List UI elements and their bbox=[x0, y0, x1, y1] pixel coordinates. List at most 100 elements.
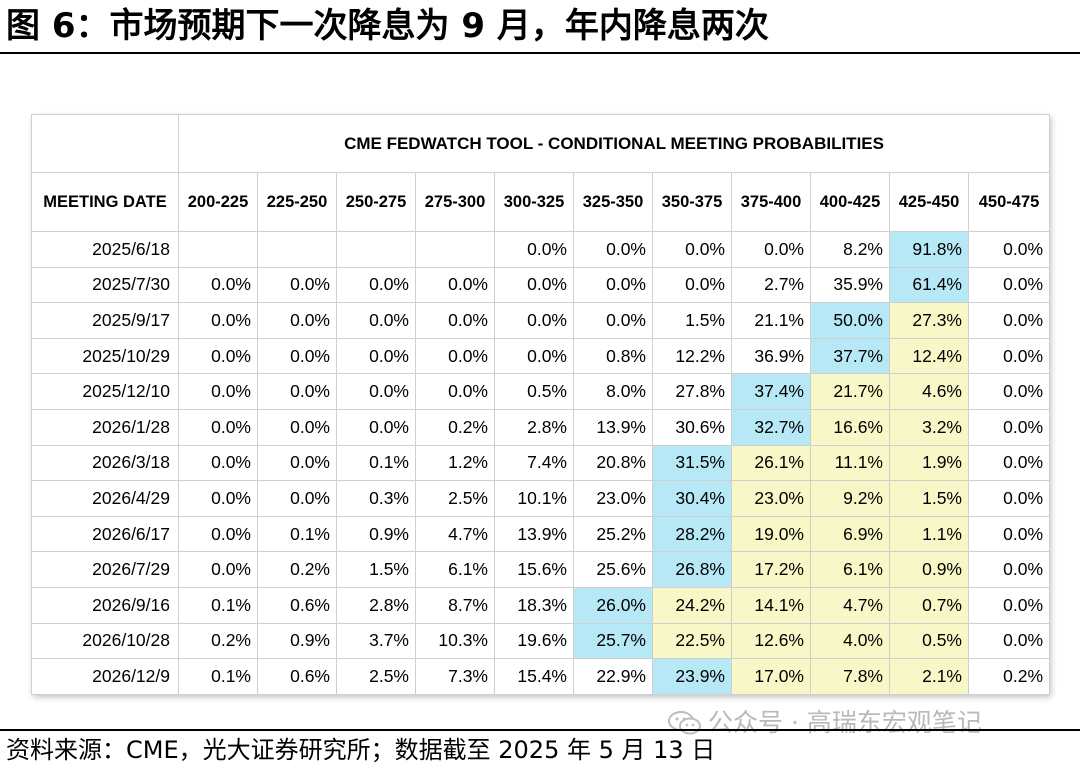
probability-cell: 0.0% bbox=[336, 337, 416, 375]
probability-cell: 12.2% bbox=[652, 337, 732, 375]
probability-cell: 37.4% bbox=[731, 373, 811, 410]
probability-cell: 4.0% bbox=[810, 622, 890, 660]
table-row: 2025/10/29 0.0% 0.0% 0.0% 0.0% 0.0% 0.8% 12.2% 3… bbox=[31, 337, 1051, 375]
probability-cell: 7.3% bbox=[415, 658, 495, 695]
probability-cell bbox=[178, 231, 258, 268]
column-header-rate-200-225: 200-225 bbox=[178, 172, 258, 232]
probability-cell: 15.6% bbox=[494, 551, 574, 588]
probability-cell: 6.1% bbox=[415, 551, 495, 588]
probability-cell: 0.7% bbox=[889, 586, 969, 624]
table-row: 2026/7/29 0.0% 0.2% 1.5% 6.1% 15.6% 25.6% 26.8%… bbox=[31, 551, 1051, 588]
figure-title: 图 6：市场预期下一次降息为 9 月，年内降息两次 bbox=[6, 6, 769, 46]
meeting-date-cell: 2026/3/18 bbox=[31, 444, 179, 482]
probability-cell: 28.2% bbox=[652, 515, 732, 553]
probability-cell: 0.0% bbox=[967, 586, 1051, 624]
probability-cell: 0.6% bbox=[257, 586, 337, 624]
probability-cell: 10.3% bbox=[415, 622, 495, 660]
probability-cell: 61.4% bbox=[889, 266, 969, 304]
source-note: 资料来源：CME，光大证券研究所；数据截至 2025 年 5 月 13 日 bbox=[6, 736, 716, 764]
probability-cell: 0.0% bbox=[967, 444, 1051, 482]
table-row: 2026/12/9 0.1% 0.6% 2.5% 7.3% 15.4% 22.9% 23.9%… bbox=[31, 658, 1051, 695]
probability-cell: 19.6% bbox=[494, 622, 574, 660]
column-header-rate-325-350: 325-350 bbox=[573, 172, 653, 232]
probability-cell: 0.0% bbox=[652, 231, 732, 268]
table-row: 2026/3/18 0.0% 0.0% 0.1% 1.2% 7.4% 20.8% 31.5% 2… bbox=[31, 444, 1051, 482]
probability-cell: 21.7% bbox=[810, 373, 890, 410]
probability-cell: 16.6% bbox=[810, 408, 890, 446]
probability-cell bbox=[257, 231, 337, 268]
probability-cell: 0.0% bbox=[336, 302, 416, 339]
meeting-date-cell: 2026/6/17 bbox=[31, 515, 179, 553]
fedwatch-table: CME FEDWATCH TOOL - CONDITIONAL MEETING … bbox=[31, 114, 1051, 695]
probability-cell: 26.1% bbox=[731, 444, 811, 482]
probability-cell: 0.0% bbox=[257, 444, 337, 482]
probability-cell: 7.4% bbox=[494, 444, 574, 482]
probability-cell: 0.9% bbox=[336, 515, 416, 553]
probability-cell: 0.0% bbox=[967, 266, 1051, 304]
probability-cell: 0.0% bbox=[178, 515, 258, 553]
probability-cell: 0.0% bbox=[967, 302, 1051, 339]
probability-cell: 50.0% bbox=[810, 302, 890, 339]
probability-cell: 14.1% bbox=[731, 586, 811, 624]
probability-cell: 0.8% bbox=[573, 337, 653, 375]
probability-cell: 0.0% bbox=[178, 551, 258, 588]
probability-cell: 22.5% bbox=[652, 622, 732, 660]
table-row: 2026/4/29 0.0% 0.0% 0.3% 2.5% 10.1% 23.0% 30.4%… bbox=[31, 480, 1051, 517]
probability-cell: 37.7% bbox=[810, 337, 890, 375]
probability-cell: 18.3% bbox=[494, 586, 574, 624]
probability-cell: 2.5% bbox=[415, 480, 495, 517]
probability-cell: 20.8% bbox=[573, 444, 653, 482]
probability-cell: 0.0% bbox=[967, 515, 1051, 553]
table-row: 2025/9/17 0.0% 0.0% 0.0% 0.0% 0.0% 0.0% 1.5% 21.… bbox=[31, 302, 1051, 339]
probability-cell: 11.1% bbox=[810, 444, 890, 482]
probability-cell: 2.5% bbox=[336, 658, 416, 695]
probability-cell: 2.1% bbox=[889, 658, 969, 695]
probability-cell: 0.0% bbox=[967, 551, 1051, 588]
probability-cell: 0.2% bbox=[967, 658, 1051, 695]
probability-cell: 1.5% bbox=[889, 480, 969, 517]
probability-cell: 0.0% bbox=[178, 408, 258, 446]
probability-cell: 0.6% bbox=[257, 658, 337, 695]
table-body: 2025/6/18 0.0% 0.0% 0.0% 0.0% 8.2% 91.8% 0.0% 20… bbox=[31, 231, 1051, 695]
probability-cell: 12.6% bbox=[731, 622, 811, 660]
probability-cell: 26.0% bbox=[573, 586, 653, 624]
probability-cell: 0.0% bbox=[494, 231, 574, 268]
probability-cell: 7.8% bbox=[810, 658, 890, 695]
column-header-rate-250-275: 250-275 bbox=[336, 172, 416, 232]
column-header-rate-425-450: 425-450 bbox=[889, 172, 969, 232]
column-header-rate-350-375: 350-375 bbox=[652, 172, 732, 232]
probability-cell: 0.0% bbox=[967, 231, 1051, 268]
meeting-date-cell: 2026/10/28 bbox=[31, 622, 179, 660]
probability-cell: 26.8% bbox=[652, 551, 732, 588]
column-header-rate-275-300: 275-300 bbox=[415, 172, 495, 232]
table-row: 2026/6/17 0.0% 0.1% 0.9% 4.7% 13.9% 25.2% 28.2%… bbox=[31, 515, 1051, 553]
probability-cell: 0.0% bbox=[257, 408, 337, 446]
probability-cell: 23.0% bbox=[573, 480, 653, 517]
probability-cell: 17.2% bbox=[731, 551, 811, 588]
meeting-date-cell: 2026/7/29 bbox=[31, 551, 179, 588]
meeting-date-cell: 2025/9/17 bbox=[31, 302, 179, 339]
probability-cell: 0.0% bbox=[967, 373, 1051, 410]
probability-cell: 0.0% bbox=[494, 337, 574, 375]
probability-cell: 0.0% bbox=[415, 373, 495, 410]
probability-cell: 0.0% bbox=[967, 408, 1051, 446]
probability-cell: 3.2% bbox=[889, 408, 969, 446]
probability-cell: 2.8% bbox=[494, 408, 574, 446]
probability-cell: 0.0% bbox=[257, 373, 337, 410]
probability-cell: 21.1% bbox=[731, 302, 811, 339]
column-header-row: MEETING DATE 200-225 225-250 250-275 275-300… bbox=[31, 172, 1051, 232]
probability-cell: 0.0% bbox=[415, 302, 495, 339]
meeting-date-cell: 2025/7/30 bbox=[31, 266, 179, 304]
probability-cell: 12.4% bbox=[889, 337, 969, 375]
watermark: 公众号 · 高瑞东宏观笔记 bbox=[668, 706, 982, 740]
probability-cell: 23.0% bbox=[731, 480, 811, 517]
probability-cell: 27.3% bbox=[889, 302, 969, 339]
probability-cell: 25.7% bbox=[573, 622, 653, 660]
probability-cell: 0.0% bbox=[494, 266, 574, 304]
probability-cell: 0.0% bbox=[178, 373, 258, 410]
table-row: 2025/12/10 0.0% 0.0% 0.0% 0.0% 0.5% 8.0% 27.8% 3… bbox=[31, 373, 1051, 410]
meeting-date-cell: 2026/12/9 bbox=[31, 658, 179, 695]
meeting-date-cell: 2026/4/29 bbox=[31, 480, 179, 517]
probability-cell: 0.0% bbox=[257, 266, 337, 304]
top-rule bbox=[0, 52, 1080, 54]
